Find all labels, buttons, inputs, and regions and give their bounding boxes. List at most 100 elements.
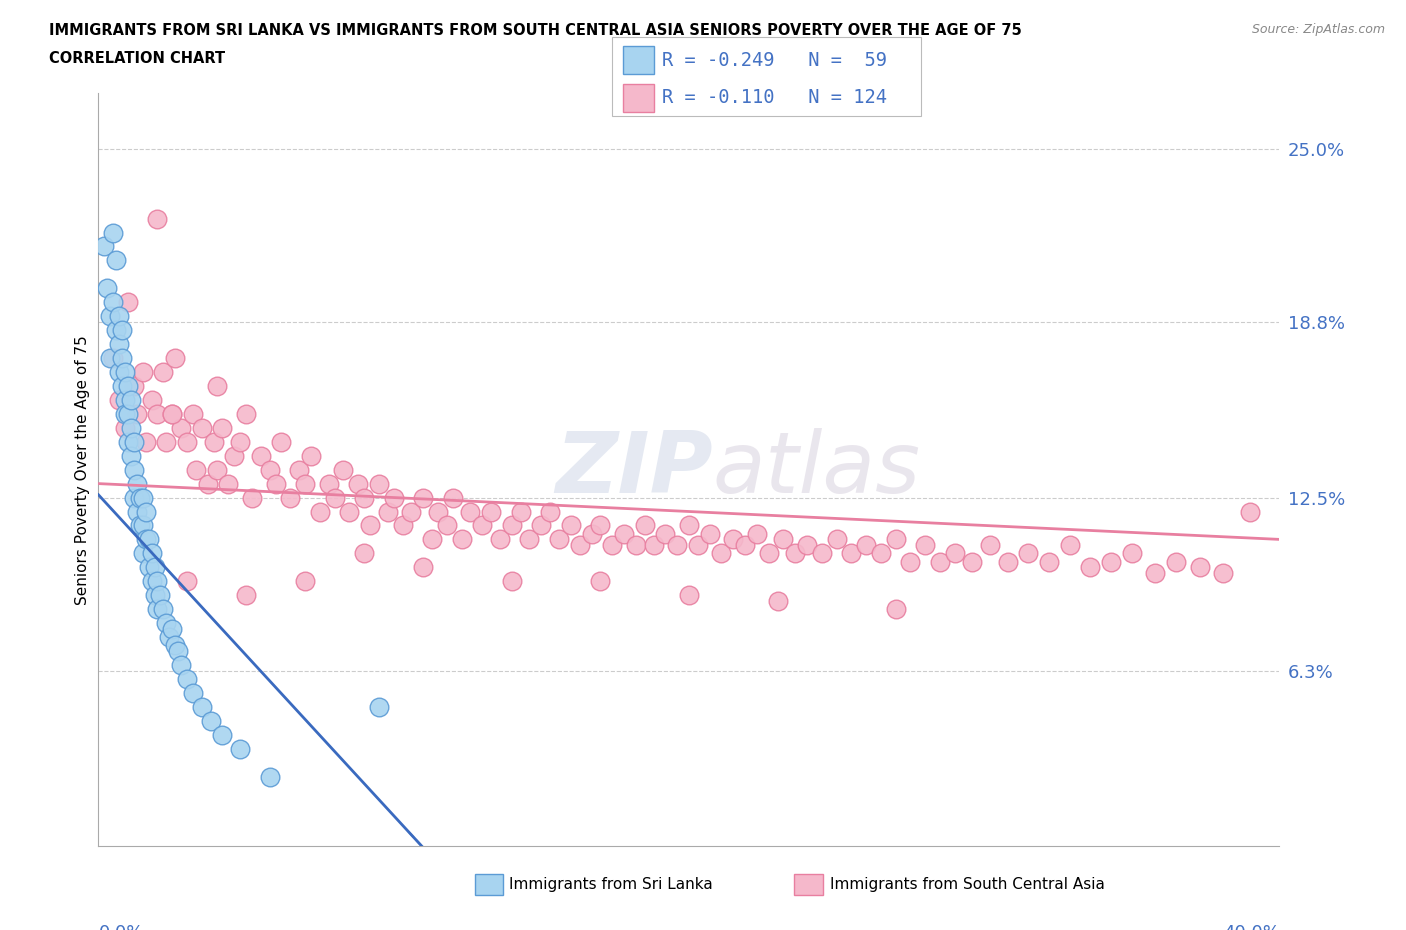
Point xyxy=(200,713,222,728)
Point xyxy=(530,518,553,533)
Point xyxy=(294,476,316,491)
Point xyxy=(170,420,193,435)
Point xyxy=(509,504,531,519)
Point xyxy=(122,462,145,477)
Point xyxy=(489,532,512,547)
Point xyxy=(111,379,134,393)
Point xyxy=(128,490,150,505)
Point xyxy=(108,392,131,407)
Point xyxy=(758,546,780,561)
Point xyxy=(235,588,257,603)
Point xyxy=(825,532,848,547)
Point xyxy=(103,225,125,240)
Point xyxy=(745,526,768,541)
Point xyxy=(678,588,700,603)
Point xyxy=(359,518,381,533)
Text: Immigrants from South Central Asia: Immigrants from South Central Asia xyxy=(830,877,1105,892)
Point xyxy=(654,526,676,541)
Point xyxy=(678,518,700,533)
Point xyxy=(98,351,121,365)
Point xyxy=(120,448,142,463)
Text: Immigrants from Sri Lanka: Immigrants from Sri Lanka xyxy=(509,877,713,892)
Point xyxy=(141,574,163,589)
Y-axis label: Seniors Poverty Over the Age of 75: Seniors Poverty Over the Age of 75 xyxy=(75,335,90,604)
Point xyxy=(146,211,169,226)
Point xyxy=(114,420,136,435)
Point xyxy=(471,518,494,533)
Point xyxy=(93,239,115,254)
Point xyxy=(368,476,391,491)
Point xyxy=(427,504,450,519)
Point xyxy=(699,526,721,541)
Point xyxy=(634,518,657,533)
Point xyxy=(548,532,571,547)
Point xyxy=(962,554,984,569)
Point xyxy=(943,546,966,561)
Point xyxy=(420,532,443,547)
Point xyxy=(162,406,183,421)
Text: R = -0.249   N =  59: R = -0.249 N = 59 xyxy=(662,51,887,70)
Point xyxy=(450,532,472,547)
Point xyxy=(184,462,207,477)
Point xyxy=(560,518,582,533)
Point xyxy=(155,434,177,449)
Point xyxy=(114,365,136,379)
Point xyxy=(162,621,183,636)
Point xyxy=(624,538,647,552)
Point xyxy=(785,546,807,561)
Point xyxy=(120,392,142,407)
Point xyxy=(1059,538,1081,552)
Text: R = -0.110   N = 124: R = -0.110 N = 124 xyxy=(662,88,887,107)
Point xyxy=(723,532,745,547)
Point xyxy=(114,392,136,407)
Point xyxy=(377,504,399,519)
Point xyxy=(125,406,148,421)
Point xyxy=(114,406,136,421)
Point xyxy=(205,379,228,393)
Point xyxy=(98,309,121,324)
Point xyxy=(117,295,139,310)
Point xyxy=(368,699,391,714)
Point xyxy=(191,420,214,435)
Point xyxy=(270,434,292,449)
Point xyxy=(501,574,523,589)
Point xyxy=(613,526,636,541)
Point xyxy=(125,476,148,491)
Point xyxy=(165,351,187,365)
Point xyxy=(138,560,160,575)
Point xyxy=(600,538,623,552)
Point xyxy=(132,518,155,533)
Point xyxy=(1099,554,1122,569)
Point xyxy=(146,574,169,589)
Point xyxy=(710,546,733,561)
Point xyxy=(122,490,145,505)
Point xyxy=(141,546,163,561)
Point xyxy=(143,588,166,603)
Point xyxy=(132,546,155,561)
Point xyxy=(152,602,174,617)
Point xyxy=(766,593,789,608)
Point xyxy=(211,420,233,435)
Point xyxy=(138,532,160,547)
Point xyxy=(280,490,302,505)
Point xyxy=(264,476,287,491)
Point xyxy=(108,365,131,379)
Point xyxy=(167,644,190,658)
Point xyxy=(299,448,322,463)
Point xyxy=(157,630,180,644)
Point xyxy=(103,295,125,310)
Point xyxy=(929,554,952,569)
Point xyxy=(519,532,541,547)
Text: CORRELATION CHART: CORRELATION CHART xyxy=(49,51,225,66)
Point xyxy=(568,538,591,552)
Text: IMMIGRANTS FROM SRI LANKA VS IMMIGRANTS FROM SOUTH CENTRAL ASIA SENIORS POVERTY : IMMIGRANTS FROM SRI LANKA VS IMMIGRANTS … xyxy=(49,23,1022,38)
Point xyxy=(870,546,893,561)
Point xyxy=(332,462,354,477)
Point xyxy=(111,323,134,338)
Point xyxy=(294,574,316,589)
Point xyxy=(436,518,458,533)
Point xyxy=(855,538,877,552)
Point xyxy=(884,602,907,617)
Point xyxy=(841,546,863,561)
Point xyxy=(162,406,183,421)
